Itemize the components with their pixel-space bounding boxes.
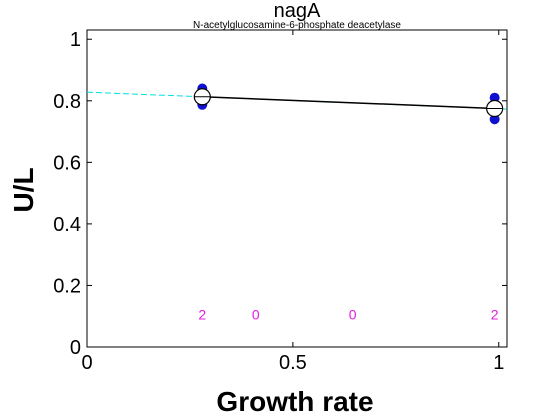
y-axis-label: U/L	[8, 167, 39, 212]
x-axis-label: Growth rate	[216, 386, 373, 417]
fit-layer	[86, 91, 508, 110]
x-tick-label: 0	[81, 352, 92, 374]
mean-connector-line	[202, 96, 495, 110]
plot-frame	[86, 29, 508, 348]
y-tick-label: 0.8	[53, 91, 81, 113]
sample-count-label: 2	[198, 307, 206, 323]
chart-title: nagA	[274, 0, 321, 22]
y-tick-label: 0.4	[53, 214, 81, 236]
chart-subtitle: N-acetylglucosamine-6-phosphate deacetyl…	[193, 20, 401, 31]
points-layer	[193, 83, 504, 125]
sample-count-label: 0	[349, 307, 357, 323]
y-tick-label: 0.2	[53, 275, 81, 297]
axis-ticks: 0 0.5 1 0 0.2 0.4 0.6 0.8 1	[53, 29, 507, 374]
x-tick-label: 0.5	[279, 352, 307, 374]
y-tick-label: 0.6	[53, 152, 81, 174]
x-tick-label: 1	[493, 352, 504, 374]
y-tick-label: 0	[70, 337, 81, 359]
sample-count-label: 2	[491, 307, 499, 323]
y-tick-label: 1	[70, 29, 81, 51]
sample-count-label: 0	[252, 307, 260, 323]
